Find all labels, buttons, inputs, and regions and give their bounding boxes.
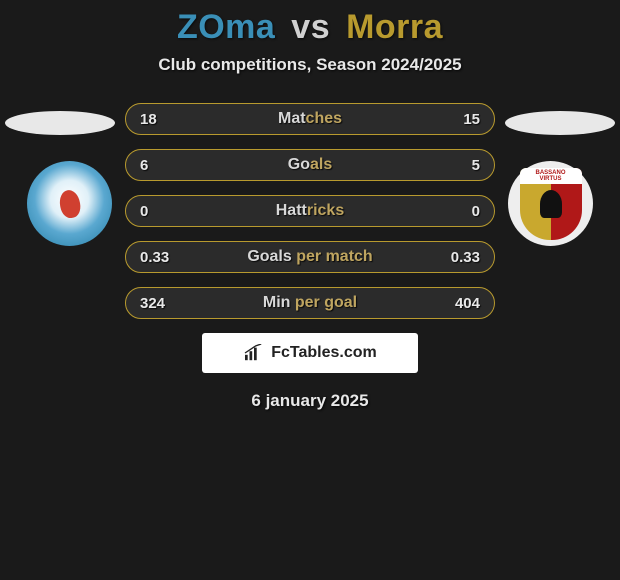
footer-brand-box[interactable]: FcTables.com: [202, 333, 418, 373]
stat-value-left: 0.33: [140, 249, 169, 266]
stats-section: BASSANO VIRTUS 18 Matches 15 6 Goals 5: [0, 103, 620, 319]
stat-label: Matches: [278, 110, 342, 128]
shield-text: BASSANO VIRTUS: [520, 168, 582, 184]
comparison-card: ZOma vs Morra Club competitions, Season …: [0, 0, 620, 411]
player1-club-badge: [27, 161, 112, 246]
shield-player-icon: [540, 190, 562, 218]
date-text: 6 january 2025: [0, 391, 620, 411]
stat-row-goals: 6 Goals 5: [125, 149, 495, 181]
stat-row-min-per-goal: 324 Min per goal 404: [125, 287, 495, 319]
player1-platform: [5, 111, 115, 135]
shield-icon: BASSANO VIRTUS: [520, 168, 582, 240]
stat-value-left: 18: [140, 111, 157, 128]
page-title: ZOma vs Morra: [0, 8, 620, 47]
stat-value-right: 5: [472, 157, 480, 174]
stat-label: Goals: [288, 156, 332, 174]
player2-platform: [505, 111, 615, 135]
player2-club-badge: BASSANO VIRTUS: [508, 161, 593, 246]
chart-icon: [243, 344, 265, 362]
shield-line2: VIRTUS: [539, 176, 561, 182]
stat-value-right: 404: [455, 295, 480, 312]
stat-value-left: 6: [140, 157, 148, 174]
stat-row-hattricks: 0 Hattricks 0: [125, 195, 495, 227]
stat-label: Min per goal: [263, 294, 357, 312]
stat-value-left: 0: [140, 203, 148, 220]
stat-value-right: 15: [463, 111, 480, 128]
stat-label: Goals per match: [247, 248, 372, 266]
stat-row-matches: 18 Matches 15: [125, 103, 495, 135]
player1-name: ZOma: [177, 8, 275, 46]
stats-rows: 18 Matches 15 6 Goals 5 0 Hattricks 0: [125, 103, 495, 319]
stat-row-goals-per-match: 0.33 Goals per match 0.33: [125, 241, 495, 273]
subtitle: Club competitions, Season 2024/2025: [0, 55, 620, 75]
stat-value-left: 324: [140, 295, 165, 312]
stat-value-right: 0.33: [451, 249, 480, 266]
footer-brand-text: FcTables.com: [271, 344, 377, 362]
player2-name: Morra: [346, 8, 443, 46]
stat-value-right: 0: [472, 203, 480, 220]
vs-text: vs: [291, 8, 330, 46]
stat-label: Hattricks: [276, 202, 344, 220]
